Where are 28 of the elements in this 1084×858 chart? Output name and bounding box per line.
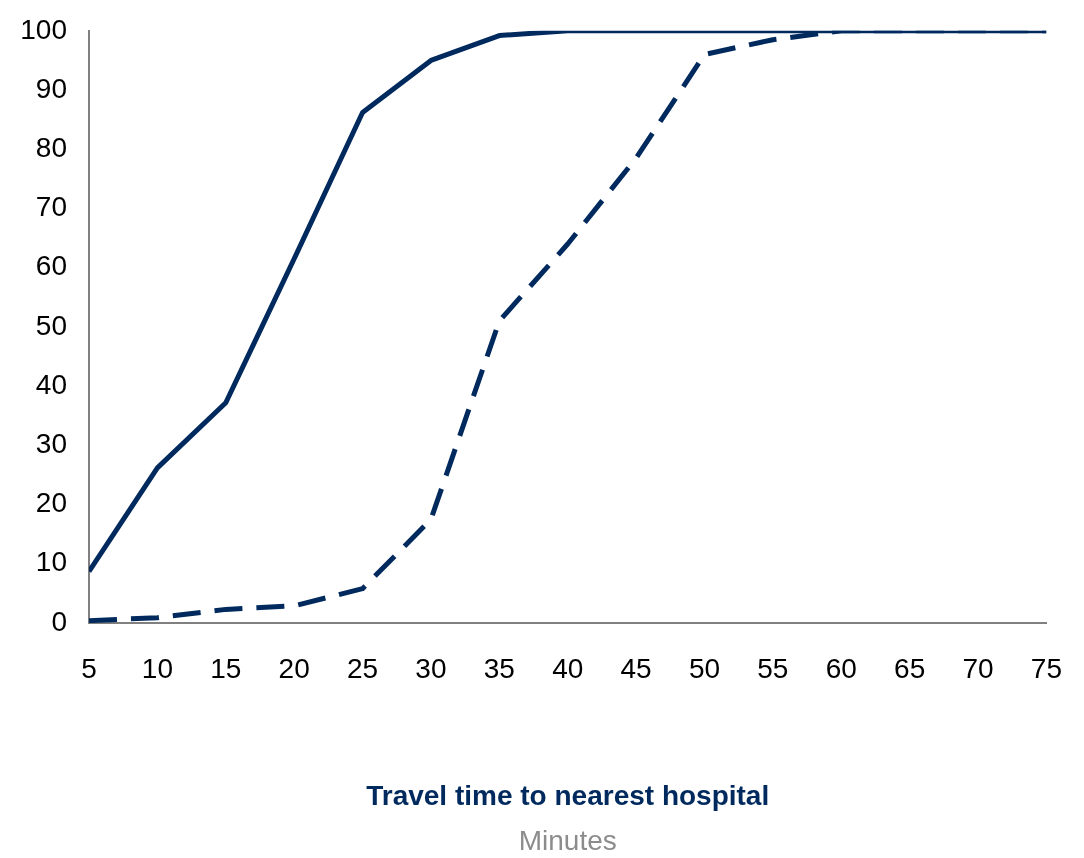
x-tick-label: 75 [1030,652,1063,684]
x-tick-label: 5 [81,652,97,684]
x-tick-label: 65 [894,652,926,684]
x-tick-label: 25 [346,652,379,684]
y-tick-label: 70 [35,191,67,223]
y-tick-label: 20 [35,487,67,519]
y-tick-label: 40 [35,368,67,400]
y-tick-label: 100 [20,13,67,45]
x-axis-title: Travel time to nearest hospital [366,779,770,811]
x-tick-label: 60 [825,652,857,684]
x-tick-label: 70 [962,652,994,684]
y-tick-label: 80 [35,131,67,163]
x-tick-label: 45 [620,652,652,684]
x-tick-label: 15 [210,652,242,684]
y-tick-label: 10 [35,546,67,578]
text: Minutes [518,824,617,856]
y-tick-label: 60 [35,250,67,282]
x-tick-label: 30 [415,652,447,684]
x-tick-label: 10 [141,652,173,684]
y-tick-label: 0 [51,605,67,637]
x-tick-label: 50 [688,652,721,684]
y-tick-label: 50 [35,309,67,341]
x-tick-label: 55 [757,652,789,684]
y-tick-label: 90 [35,72,67,104]
y-tick-label: 30 [35,428,67,460]
x-tick-label: 20 [278,652,310,684]
x-tick-label: 35 [483,652,515,684]
x-tick-label: 40 [552,652,584,684]
